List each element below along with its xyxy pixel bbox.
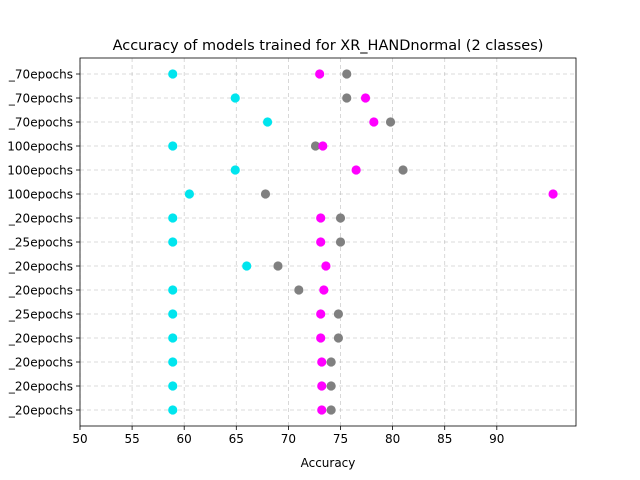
data-point: [242, 261, 252, 271]
data-point: [168, 357, 178, 367]
data-point: [351, 165, 361, 175]
data-points: [168, 69, 558, 415]
data-point: [342, 69, 352, 79]
data-point: [333, 333, 344, 343]
y-tick-label: _20epochs: [8, 260, 73, 274]
data-point: [318, 141, 328, 151]
data-point: [230, 93, 240, 103]
grid-lines: [79, 58, 576, 426]
y-tick-label: _20epochs: [8, 356, 73, 370]
data-point: [230, 165, 240, 175]
data-point: [398, 165, 408, 175]
data-point: [317, 357, 327, 367]
y-tick-label: _20epochs: [8, 332, 73, 346]
data-point: [369, 117, 379, 127]
y-tick-label: _25epochs: [8, 236, 73, 250]
data-point: [335, 237, 346, 247]
plot-frame: [79, 57, 577, 427]
data-point: [319, 285, 329, 295]
data-point: [316, 333, 326, 343]
data-point: [342, 93, 352, 103]
x-tick-label: 70: [281, 432, 296, 446]
y-tick-label: _20epochs: [8, 404, 73, 418]
data-point: [168, 69, 178, 79]
chart-title: Accuracy of models trained for XR_HANDno…: [113, 38, 544, 54]
data-point: [333, 309, 344, 319]
y-tick-label: _25epochs: [8, 308, 73, 322]
data-point: [294, 285, 304, 295]
data-point: [385, 117, 396, 127]
data-point: [184, 189, 195, 199]
y-tick-label: 100epochs: [7, 164, 73, 178]
data-point: [360, 93, 371, 103]
data-point: [168, 285, 178, 295]
data-point: [316, 237, 326, 247]
x-tick-label: 80: [385, 432, 400, 446]
y-tick-label: _70epochs: [8, 116, 73, 130]
y-tick-label: _20epochs: [8, 380, 73, 394]
axes: 50 55 60 65 70 75 80 85 90 _70epochs _70epochs _70e…: [7, 57, 577, 446]
x-tick-label: 65: [229, 432, 244, 446]
x-tick-label: 90: [489, 432, 504, 446]
data-point: [168, 333, 178, 343]
data-point: [315, 69, 325, 79]
y-tick-label: 100epochs: [7, 188, 73, 202]
data-point: [168, 405, 178, 415]
x-axis-label: Accuracy: [301, 456, 356, 470]
data-point: [273, 261, 283, 271]
data-point: [310, 141, 321, 151]
data-point: [262, 117, 273, 127]
x-tick-label: 55: [124, 432, 139, 446]
x-tick-label: 50: [72, 432, 87, 446]
y-tick-label: _20epochs: [8, 284, 73, 298]
data-point: [321, 261, 331, 271]
data-point: [317, 381, 327, 391]
y-tick-label: _70epochs: [8, 92, 73, 106]
data-point: [326, 357, 336, 367]
data-point: [168, 141, 178, 151]
y-tick-label: _70epochs: [8, 68, 73, 82]
data-point: [260, 189, 271, 199]
data-point: [168, 309, 178, 319]
data-point: [326, 381, 336, 391]
data-point: [326, 405, 336, 415]
data-point: [317, 405, 327, 415]
y-tick-label: 100epochs: [7, 140, 73, 154]
x-tick-label: 85: [437, 432, 452, 446]
data-point: [168, 381, 178, 391]
y-tick-label: _20epochs: [8, 212, 73, 226]
data-point: [335, 213, 346, 223]
x-tick-label: 60: [177, 432, 192, 446]
data-point: [316, 213, 326, 223]
data-point: [168, 213, 178, 223]
data-point: [548, 189, 558, 199]
x-tick-label: 75: [333, 432, 348, 446]
data-point: [168, 237, 178, 247]
data-point: [316, 309, 326, 319]
